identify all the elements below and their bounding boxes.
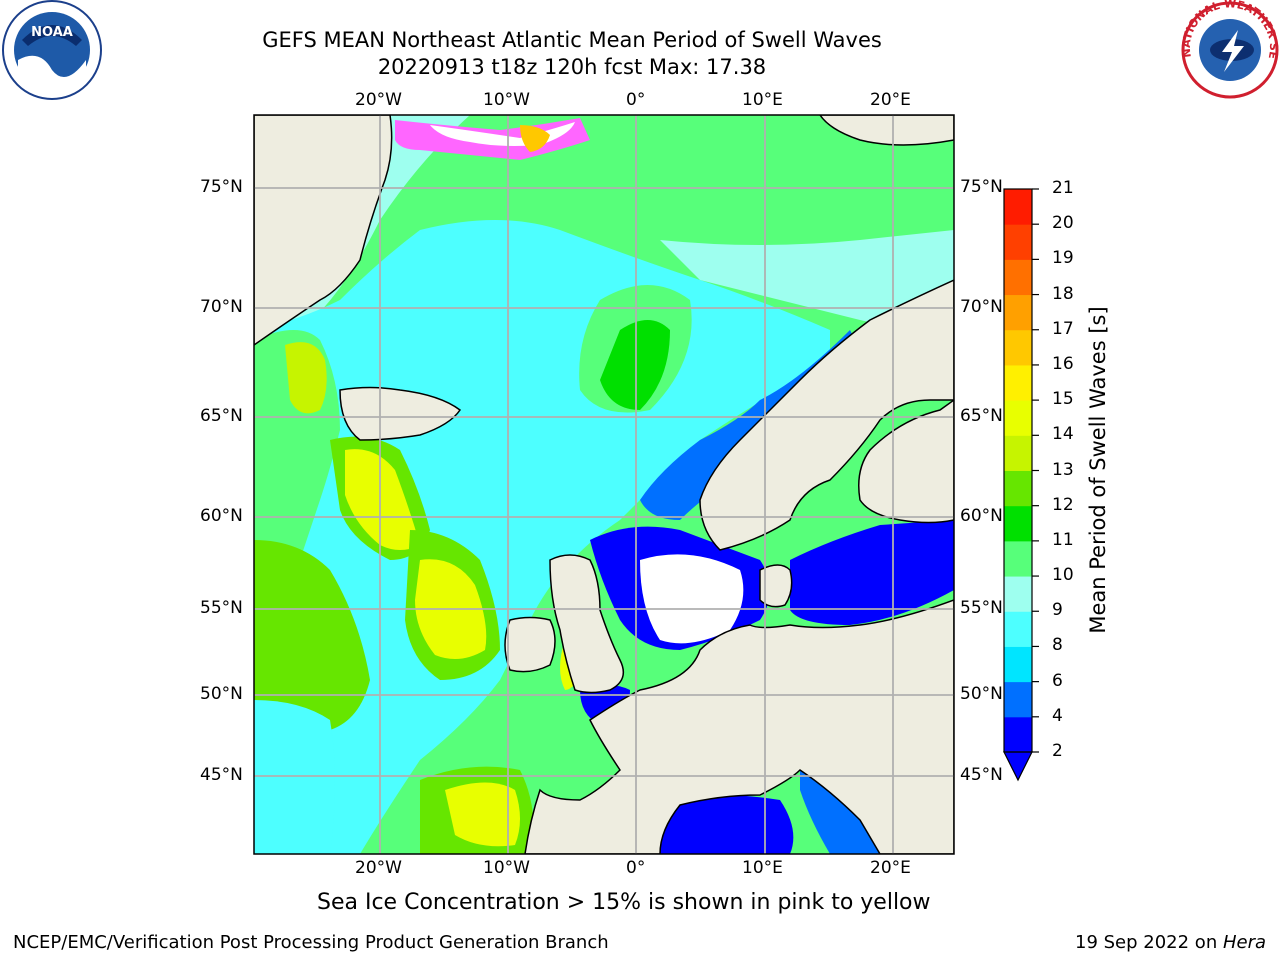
colorbar-tick-label: 2 (1052, 741, 1063, 761)
svalbard (819, 115, 954, 146)
continental-europe (524, 599, 954, 854)
land-layer (254, 115, 954, 854)
period-adriatic (800, 770, 884, 854)
sweden-finland (858, 399, 954, 524)
footer-credit: NCEP/EMC/Verification Post Processing Pr… (13, 932, 609, 953)
ireland (504, 616, 556, 673)
north-sea-masked (640, 554, 744, 644)
lon-label-bottom: 10°E (742, 858, 783, 878)
great-britain (549, 554, 625, 694)
colorbar-tick-label: 6 (1052, 670, 1063, 691)
lon-label-top: 10°W (483, 90, 530, 110)
colorbar-swatch (1004, 646, 1032, 683)
lon-label-top: 0° (626, 90, 646, 110)
colorbar-swatch (1004, 681, 1032, 718)
period-biscay-yellow (445, 782, 520, 847)
colorbar-tick-label: 9 (1052, 600, 1063, 621)
colorbar-frame (1003, 188, 1033, 753)
lat-label-right: 60°N (960, 506, 1003, 526)
lat-label-left: 60°N (200, 506, 243, 526)
lat-label-right: 70°N (960, 297, 1003, 317)
period-sw-cyan (254, 700, 335, 854)
lat-label-right: 65°N (960, 406, 1003, 426)
lat-label-left: 55°N (200, 598, 243, 618)
colorbar-label: Mean Period of Swell Waves [s] (1086, 306, 1110, 634)
lat-label-left: 75°N (200, 177, 243, 197)
colorbar-swatch (1004, 224, 1032, 260)
noaa-logo: NOAA (2, 0, 102, 100)
colorbar-tick-label: 11 (1052, 529, 1074, 550)
colorbar-swatch (1004, 576, 1032, 612)
sea-ice-note: Sea Ice Concentration > 15% is shown in … (317, 890, 931, 915)
colorbar-swatch (1004, 435, 1032, 471)
lon-label-top: 10°E (742, 90, 783, 110)
colorbar-tick-label: 20 (1052, 213, 1074, 234)
iceland (339, 386, 462, 441)
lat-label-right: 50°N (960, 684, 1003, 704)
colorbar-swatch (1004, 716, 1032, 753)
lon-label-bottom: 20°E (870, 858, 911, 878)
sea-ice-yellow (520, 125, 550, 152)
noaa-logo-text: NOAA (31, 25, 73, 40)
colorbar-tick-label: 19 (1052, 248, 1074, 269)
colorbar-tick-label: 18 (1052, 283, 1074, 304)
colorbar-tick-label: 12 (1052, 494, 1074, 515)
period-band-norwegian (660, 230, 954, 325)
colorbar-tick-label: 4 (1052, 705, 1063, 726)
lon-label-bottom: 0° (626, 858, 646, 878)
colorbar-swatch (1004, 540, 1032, 577)
lat-label-left: 45°N (200, 765, 243, 785)
period-core-11s (600, 320, 670, 410)
colorbar-extend-arrow (1003, 751, 1033, 782)
period-baltic-blue (790, 520, 954, 625)
colorbar-tick-label: 10 (1052, 565, 1074, 586)
colorbar-swatch (1004, 364, 1032, 401)
colorbar-tick-label: 15 (1052, 389, 1074, 410)
denmark (759, 564, 793, 608)
lon-label-bottom: 10°W (483, 858, 530, 878)
colorbar-swatch (1004, 259, 1032, 296)
period-west-yellow (285, 342, 327, 414)
colorbar-swatch (1004, 505, 1032, 542)
lon-label-top: 20°E (870, 90, 911, 110)
colorbar-tick-label: 16 (1052, 353, 1074, 374)
colorbar-tick-label: 14 (1052, 424, 1074, 445)
lon-label-bottom: 20°W (355, 858, 402, 878)
colorbar-swatch (1004, 329, 1032, 366)
lat-label-right: 55°N (960, 598, 1003, 618)
greenland (254, 115, 393, 346)
colorbar-swatch (1004, 611, 1032, 647)
chart-subtitle: 20220913 t18z 120h fcst Max: 17.38 (377, 55, 767, 79)
period-sw-green (254, 540, 370, 730)
norway (699, 279, 954, 551)
colorbar-tick-label: 13 (1052, 459, 1074, 480)
period-med-blue (660, 795, 794, 854)
lon-label-top: 20°W (355, 90, 402, 110)
lat-label-left: 50°N (200, 684, 243, 704)
lat-label-left: 70°N (200, 297, 243, 317)
colorbar-swatch (1004, 294, 1032, 331)
period-iceland-south-yellow (345, 449, 420, 550)
colorbar-tick-label: 8 (1052, 635, 1063, 656)
colorbar-swatch (1004, 189, 1032, 225)
footer-date-text: 19 Sep 2022 on (1075, 932, 1223, 953)
lat-label-right: 75°N (960, 177, 1003, 197)
colorbar-swatches (1004, 188, 1039, 753)
lat-label-right: 45°N (960, 765, 1003, 785)
map-frame (253, 114, 955, 855)
footer-machine: Hera (1222, 932, 1266, 953)
graticule (254, 115, 954, 854)
footer-date: 19 Sep 2022 on Hera (1075, 932, 1266, 953)
colorbar-tick-label: 17 (1052, 318, 1074, 339)
colorbar-swatch (1004, 400, 1032, 436)
lat-label-left: 65°N (200, 406, 243, 426)
colorbar-swatch (1004, 470, 1032, 507)
colorbar-tick-label: 21 (1052, 178, 1074, 198)
chart-title: GEFS MEAN Northeast Atlantic Mean Period… (262, 28, 882, 52)
